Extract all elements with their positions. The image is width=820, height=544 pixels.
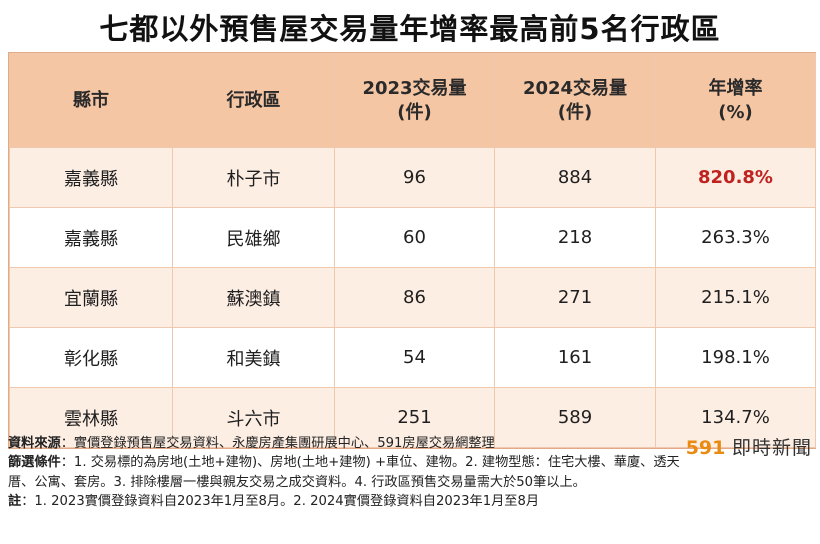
table-row: 宜蘭縣 蘇澳鎮 86 271 215.1% bbox=[9, 267, 816, 328]
cell-vol2023: 96 bbox=[334, 147, 495, 208]
table-row: 嘉義縣 朴子市 96 884 820.8% bbox=[9, 147, 816, 208]
cell-district: 民雄鄉 bbox=[172, 207, 335, 268]
cell-growth: 215.1% bbox=[655, 267, 816, 328]
cell-vol2023: 86 bbox=[334, 267, 495, 328]
data-table: 縣市 行政區 2023交易量 (件) 2024交易量 (件) 年增率 (%) 嘉義縣 … bbox=[8, 52, 816, 449]
table-header-row: 縣市 行政區 2023交易量 (件) 2024交易量 (件) 年增率 (%) bbox=[9, 53, 816, 148]
date-note: 註：1. 2023實價登錄資料自2023年1月至8月。2. 2024實價登錄資料… bbox=[8, 494, 540, 510]
cell-vol2023: 251 bbox=[334, 387, 495, 448]
table-row: 彰化縣 和美鎮 54 161 198.1% bbox=[9, 327, 816, 388]
header-county: 縣市 bbox=[9, 53, 173, 148]
cell-vol2024: 884 bbox=[494, 147, 656, 208]
footnotes: 資料來源：實價登錄預售屋交易資料、永慶房產集團研展中心、591房屋交易網整理 篩… bbox=[8, 434, 698, 512]
cell-vol2024: 161 bbox=[494, 327, 656, 388]
cell-district: 朴子市 bbox=[172, 147, 335, 208]
cell-vol2024: 271 bbox=[494, 267, 656, 328]
header-vol2024: 2024交易量 (件) bbox=[494, 53, 656, 148]
cell-vol2024: 589 bbox=[494, 387, 656, 448]
filter-note: 篩選條件：1. 交易標的為房地(土地+建物)、房地(土地+建物) +車位、建物。… bbox=[8, 455, 680, 490]
header-district: 行政區 bbox=[172, 53, 335, 148]
cell-growth: 134.7% bbox=[655, 387, 816, 448]
header-vol2023: 2023交易量 (件) bbox=[334, 53, 495, 148]
header-growth: 年增率 (%) bbox=[655, 53, 816, 148]
cell-county: 嘉義縣 bbox=[9, 207, 173, 268]
cell-county: 彰化縣 bbox=[9, 327, 173, 388]
cell-county: 宜蘭縣 bbox=[9, 267, 173, 328]
cell-growth-highlight: 820.8% bbox=[655, 147, 816, 208]
cell-district: 蘇澳鎮 bbox=[172, 267, 335, 328]
page-title: 七都以外預售屋交易量年增率最高前5名行政區 bbox=[99, 12, 721, 46]
source-note: 資料來源：實價登錄預售屋交易資料、永慶房產集團研展中心、591房屋交易網整理 bbox=[8, 436, 495, 451]
cell-county: 嘉義縣 bbox=[9, 147, 173, 208]
cell-vol2023: 54 bbox=[334, 327, 495, 388]
brand-name: 即時新聞 bbox=[731, 437, 812, 459]
cell-growth: 198.1% bbox=[655, 327, 816, 388]
table-row: 嘉義縣 民雄鄉 60 218 263.3% bbox=[9, 207, 816, 268]
cell-vol2024: 218 bbox=[494, 207, 656, 268]
table-row: 雲林縣 斗六市 251 589 134.7% bbox=[9, 387, 816, 448]
cell-vol2023: 60 bbox=[334, 207, 495, 268]
cell-growth: 263.3% bbox=[655, 207, 816, 268]
cell-county: 雲林縣 bbox=[9, 387, 173, 448]
brand-number: 591 bbox=[685, 437, 726, 459]
cell-district: 和美鎮 bbox=[172, 327, 335, 388]
brand-logo: 591 即時新聞 bbox=[686, 433, 812, 460]
